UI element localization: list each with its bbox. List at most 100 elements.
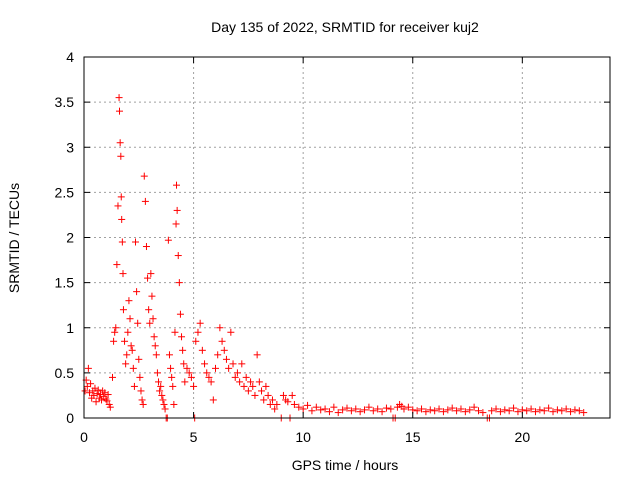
data-point <box>536 406 544 414</box>
data-point <box>168 373 176 381</box>
data-point <box>158 391 166 399</box>
x-axis-label: GPS time / hours <box>292 457 399 473</box>
data-point <box>273 400 281 408</box>
data-point <box>431 407 439 415</box>
axis-ticks: 0 0.5 1 1.5 2 2.5 3 3.5 4 0 5 10 15 20 <box>55 49 610 445</box>
data-point <box>413 407 421 415</box>
data-point <box>108 373 116 381</box>
data-point <box>110 337 118 345</box>
data-point <box>118 215 126 223</box>
data-point <box>448 404 456 412</box>
data-point <box>249 382 257 390</box>
data-point <box>201 360 209 368</box>
data-point <box>461 408 469 416</box>
data-point <box>129 364 137 372</box>
data-point <box>514 408 522 416</box>
data-point <box>84 364 92 372</box>
data-point <box>475 407 482 415</box>
data-point <box>387 405 395 413</box>
x-tick-label: 5 <box>190 429 198 445</box>
data-point <box>488 407 496 415</box>
x-tick-label: 15 <box>405 429 421 445</box>
data-point <box>205 373 213 381</box>
data-point <box>242 373 250 381</box>
data-point <box>253 351 261 359</box>
data-point <box>172 181 180 189</box>
data-point <box>122 360 130 368</box>
data-point <box>87 380 95 388</box>
data-point <box>271 405 279 413</box>
data-point <box>160 400 168 408</box>
data-point <box>142 243 150 251</box>
data-point <box>361 406 369 414</box>
data-point <box>171 328 179 336</box>
data-point <box>98 396 106 404</box>
data-points <box>81 94 588 422</box>
data-point <box>136 373 144 381</box>
data-point <box>374 405 382 413</box>
data-point <box>453 407 461 415</box>
data-point <box>295 403 303 411</box>
data-point <box>231 373 239 381</box>
x-tick-label: 20 <box>515 429 531 445</box>
data-point <box>247 378 255 386</box>
data-point <box>244 387 252 395</box>
data-point <box>117 193 125 201</box>
data-point <box>562 405 570 413</box>
data-point <box>470 403 478 411</box>
y-tick-label: 2.5 <box>55 184 75 200</box>
data-point <box>103 397 111 405</box>
data-point <box>214 351 222 359</box>
data-point <box>183 364 191 372</box>
data-point <box>457 405 465 413</box>
data-point <box>203 369 211 377</box>
data-point <box>404 403 412 411</box>
data-point <box>175 279 183 287</box>
data-point <box>112 324 120 332</box>
data-point <box>165 351 173 359</box>
data-point <box>304 401 312 409</box>
data-point <box>187 373 195 381</box>
data-point <box>264 391 272 399</box>
data-point <box>352 405 360 413</box>
data-point <box>567 408 575 416</box>
data-point <box>365 403 373 411</box>
data-point <box>369 407 377 415</box>
data-point <box>343 404 351 412</box>
data-point <box>229 360 237 368</box>
data-point <box>299 405 307 413</box>
data-point <box>93 390 101 398</box>
data-point <box>157 382 165 390</box>
data-point <box>227 328 235 336</box>
data-point <box>119 306 127 314</box>
data-point <box>169 382 177 390</box>
data-point <box>501 406 509 414</box>
data-point <box>378 408 386 416</box>
data-point <box>356 408 364 416</box>
plot-frame <box>83 56 611 419</box>
data-point <box>104 391 112 399</box>
data-point <box>523 407 531 415</box>
data-point <box>174 252 182 260</box>
data-point <box>181 378 189 386</box>
data-point <box>558 407 566 415</box>
y-tick-label: 3 <box>66 139 74 155</box>
data-point <box>540 407 548 415</box>
data-point <box>115 94 123 102</box>
data-point <box>161 405 169 413</box>
data-point <box>220 346 228 354</box>
data-point <box>196 319 204 327</box>
data-point <box>496 408 504 416</box>
data-point <box>240 382 248 390</box>
data-point <box>167 364 175 372</box>
data-point <box>132 238 140 246</box>
data-point <box>106 403 114 411</box>
data-point <box>146 319 154 327</box>
data-point <box>505 407 513 415</box>
data-point <box>527 405 535 413</box>
data-point <box>225 364 233 372</box>
data-point <box>135 355 143 363</box>
data-point <box>435 405 443 413</box>
data-point <box>251 391 259 399</box>
